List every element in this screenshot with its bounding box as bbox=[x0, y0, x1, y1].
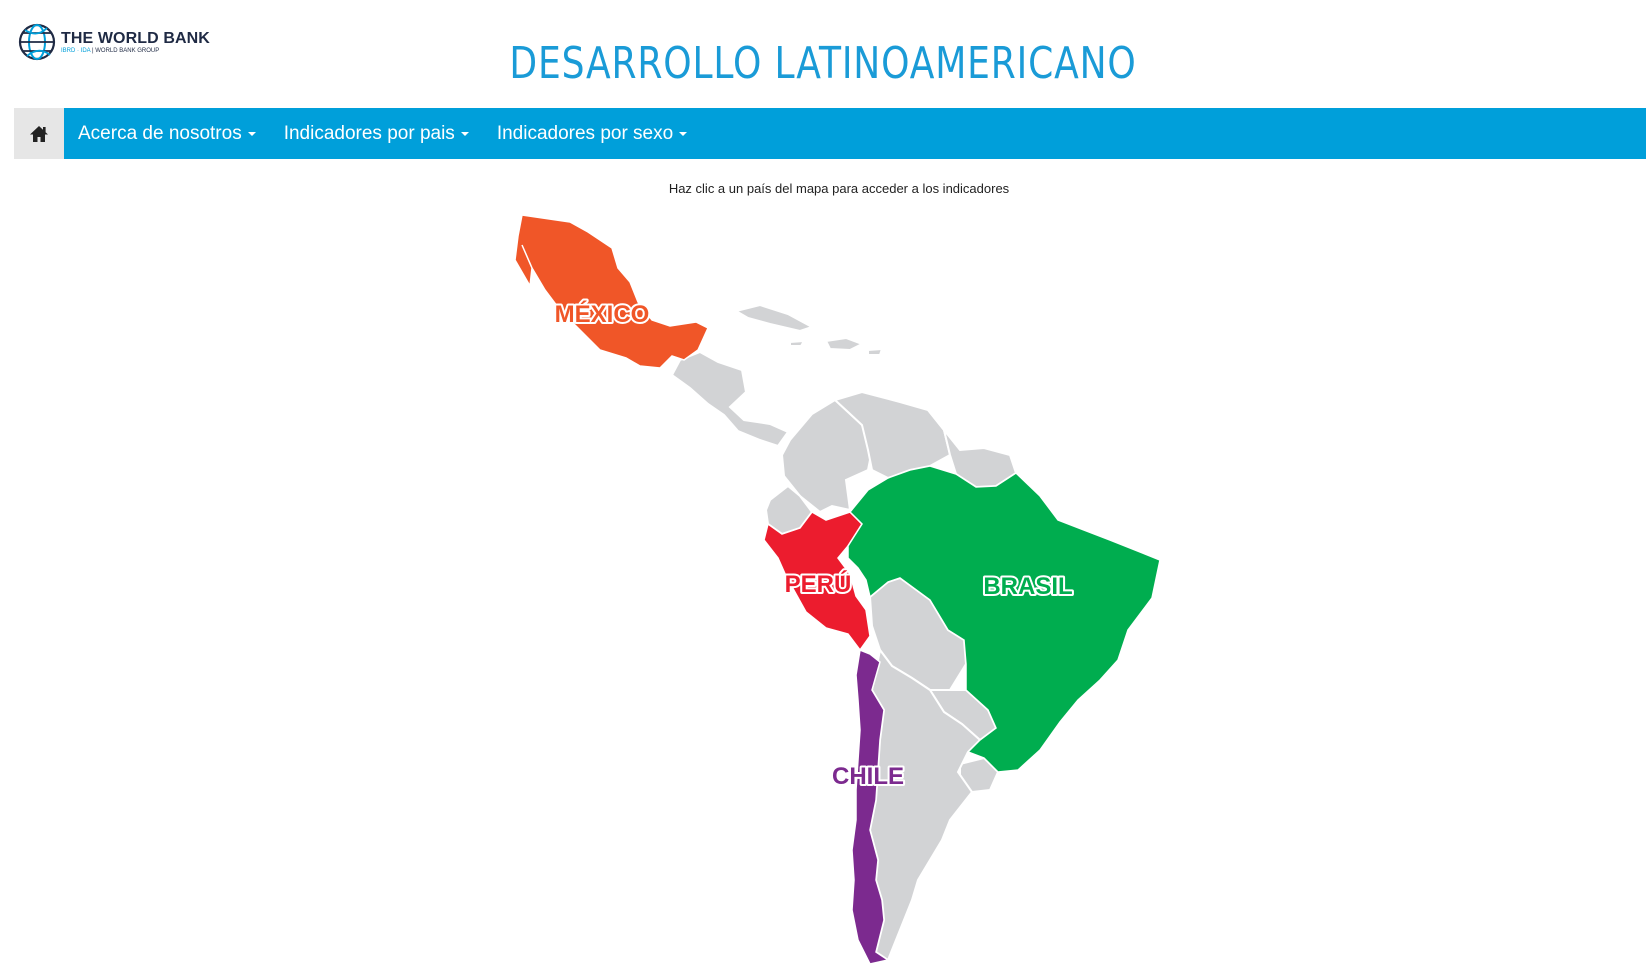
caret-down-icon bbox=[460, 131, 469, 136]
logo-subtitle: IBRD · IDA | WORLD BANK GROUP bbox=[61, 47, 160, 54]
country-chile[interactable] bbox=[851, 648, 890, 965]
label-mexico[interactable]: MÉXICO bbox=[553, 298, 652, 330]
label-brasil[interactable]: BRASIL bbox=[981, 571, 1074, 602]
label-peru[interactable]: PERÚ bbox=[783, 568, 854, 600]
world-bank-logo[interactable]: THE WORLD BANK IBRD · IDA | WORLD BANK G… bbox=[17, 22, 210, 62]
site-title: DESARROLLO LATINOAMERICANO bbox=[509, 38, 1137, 89]
jamaica bbox=[789, 339, 806, 347]
main-navbar: Acerca de nosotros Indicadores por pais … bbox=[14, 108, 1646, 159]
puerto-rico bbox=[867, 347, 884, 356]
logo-name: THE WORLD BANK bbox=[61, 29, 210, 47]
country-peru[interactable] bbox=[763, 511, 871, 652]
nav-dropdown-indicadores-sexo[interactable]: Indicadores por sexo bbox=[483, 108, 701, 159]
caret-down-icon bbox=[247, 131, 256, 136]
map-instructions: Haz clic a un país del mapa para acceder… bbox=[668, 181, 1010, 196]
nav-dropdown-acerca[interactable]: Acerca de nosotros bbox=[64, 108, 270, 159]
nav-dropdown-indicadores-pais[interactable]: Indicadores por pais bbox=[270, 108, 483, 159]
country-brazil[interactable] bbox=[847, 465, 1161, 773]
central-america bbox=[670, 350, 790, 448]
globe-icon bbox=[18, 23, 56, 61]
cuba bbox=[733, 303, 815, 333]
label-chile[interactable]: CHILE bbox=[830, 761, 906, 792]
home-icon bbox=[30, 125, 48, 142]
home-button[interactable] bbox=[14, 108, 64, 159]
country-mexico[interactable] bbox=[514, 214, 709, 369]
hispaniola bbox=[824, 336, 865, 352]
caret-down-icon bbox=[679, 131, 688, 136]
